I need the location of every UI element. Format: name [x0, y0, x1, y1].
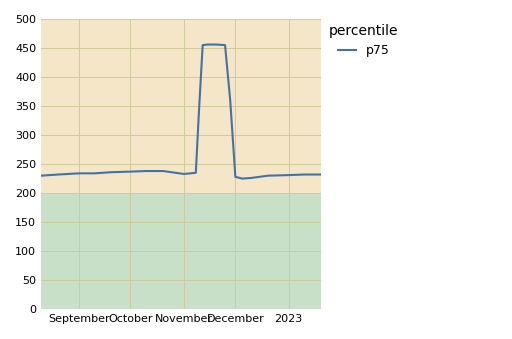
Bar — [41, 19, 322, 193]
Bar — [41, 193, 322, 309]
Legend: p75: p75 — [324, 19, 403, 62]
